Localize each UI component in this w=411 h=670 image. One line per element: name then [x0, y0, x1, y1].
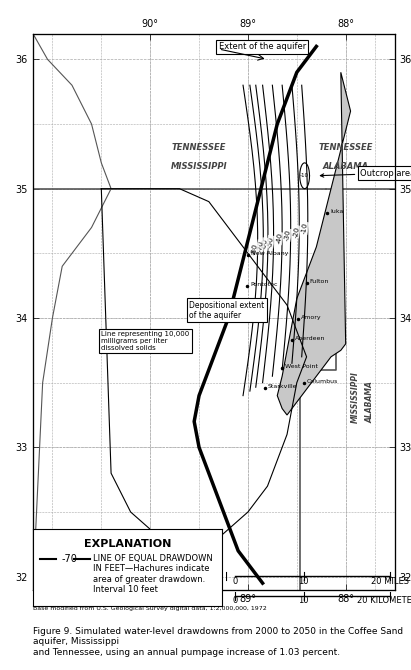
Text: Fulton: Fulton — [309, 279, 329, 284]
Text: -10: -10 — [301, 222, 309, 234]
Text: 20 KILOMETERS: 20 KILOMETERS — [357, 596, 411, 605]
Text: TENNESSEE: TENNESSEE — [319, 143, 373, 152]
Text: Starkville: Starkville — [268, 384, 297, 389]
Text: ALABAMA: ALABAMA — [323, 162, 369, 172]
Text: Extent of the aquifer: Extent of the aquifer — [219, 42, 306, 51]
Text: -80: -80 — [251, 243, 259, 255]
Text: Figure 9. Simulated water-level drawdowns from 2000 to 2050 in the Coffee Sand a: Figure 9. Simulated water-level drawdown… — [33, 627, 403, 657]
Text: New Albany: New Albany — [251, 251, 288, 256]
Text: ALABAMA: ALABAMA — [366, 382, 374, 423]
Text: Base modified from U.S. Geological Survey digital data, 1:2,000,000, 1972: Base modified from U.S. Geological Surve… — [33, 606, 267, 611]
Text: -40: -40 — [275, 232, 283, 245]
Text: Amory: Amory — [301, 316, 321, 320]
Text: Iuka: Iuka — [330, 209, 344, 214]
Text: -20: -20 — [292, 225, 300, 238]
Text: Pontotoc: Pontotoc — [250, 281, 277, 287]
Text: MISSISSIPPI: MISSISSIPPI — [351, 372, 360, 423]
Text: Aberdeen: Aberdeen — [295, 336, 325, 341]
Text: 0: 0 — [232, 578, 237, 586]
Text: MISSISSIPPI: MISSISSIPPI — [171, 162, 227, 172]
Text: 20 MILES: 20 MILES — [371, 578, 409, 586]
Text: -60: -60 — [261, 238, 269, 251]
Text: 10: 10 — [298, 578, 309, 586]
Text: Depositional extent
of the aquifer: Depositional extent of the aquifer — [189, 301, 265, 320]
Text: -30: -30 — [284, 228, 292, 241]
Text: 0: 0 — [232, 596, 237, 605]
Text: EXPLANATION: EXPLANATION — [84, 539, 171, 549]
Text: -50: -50 — [267, 236, 275, 248]
Text: West Point: West Point — [285, 364, 318, 369]
Text: -10: -10 — [300, 174, 309, 178]
Polygon shape — [277, 72, 351, 415]
Text: -70: -70 — [256, 240, 264, 253]
Text: Columbus: Columbus — [307, 379, 338, 384]
Text: Outcrop area: Outcrop area — [320, 169, 411, 178]
Text: 10: 10 — [298, 596, 309, 605]
Text: LINE OF EQUAL DRAWDOWN
IN FEET—Hachures indicate
area of greater drawdown.
Inter: LINE OF EQUAL DRAWDOWN IN FEET—Hachures … — [93, 554, 213, 594]
Text: TENNESSEE: TENNESSEE — [172, 143, 226, 152]
Text: -70: -70 — [61, 553, 77, 563]
Text: Line representing 10,000
milligrams per liter
dissolved solids: Line representing 10,000 milligrams per … — [101, 331, 189, 351]
